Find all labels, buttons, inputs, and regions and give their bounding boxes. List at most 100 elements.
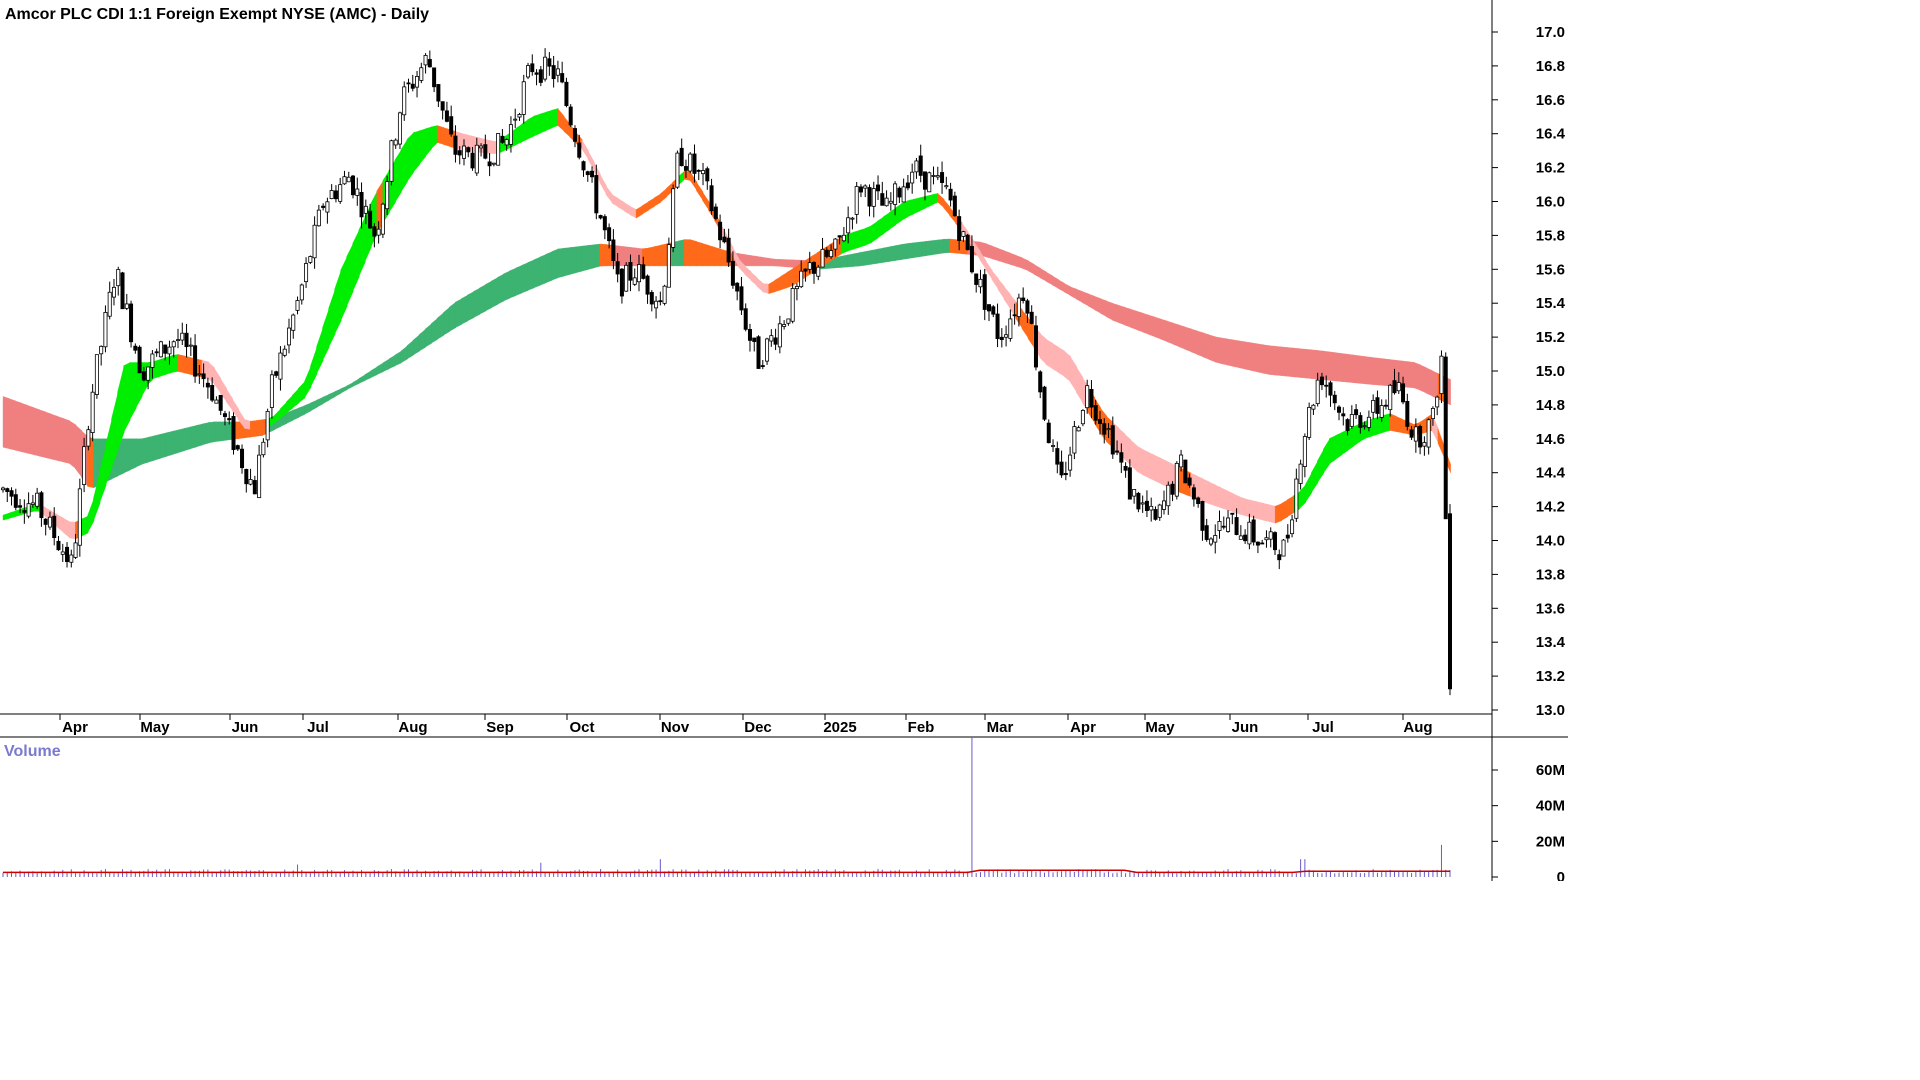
long-ribbon-segment xyxy=(135,438,143,468)
candle-body xyxy=(312,224,317,259)
chart-title: Amcor PLC CDI 1:1 Foreign Exempt NYSE (A… xyxy=(5,6,429,23)
candle-body xyxy=(880,193,885,206)
candle-body xyxy=(124,303,129,309)
candle-body xyxy=(1157,504,1162,518)
long-ribbon-segment xyxy=(1196,330,1204,358)
long-ribbon-segment xyxy=(503,270,511,302)
candle-body xyxy=(158,341,163,358)
candle-body xyxy=(534,72,539,75)
long-ribbon-segment xyxy=(479,284,487,315)
candle-body xyxy=(235,445,240,450)
long-ribbon-segment xyxy=(406,339,414,360)
short-ribbon-segment xyxy=(864,225,872,246)
candle-body xyxy=(722,236,727,243)
candle-body xyxy=(969,246,974,273)
short-ribbon-segment xyxy=(328,289,336,348)
short-ribbon-segment xyxy=(310,346,318,388)
candle-body xyxy=(1396,382,1401,392)
candle-body xyxy=(295,300,300,311)
short-ribbon-segment xyxy=(1274,503,1282,524)
long-ribbon-segment xyxy=(647,246,655,267)
candle-body xyxy=(385,181,390,210)
short-ribbon-segment xyxy=(1214,484,1222,509)
candle-body xyxy=(427,59,432,68)
candle-body xyxy=(406,82,411,85)
short-ribbon-segment xyxy=(280,401,288,419)
candle-body xyxy=(1140,502,1145,505)
y-tick-label: 15.6 xyxy=(1536,261,1565,278)
long-ribbon-segment xyxy=(20,402,28,454)
candle-body xyxy=(274,371,279,376)
long-ribbon-segment xyxy=(883,246,891,263)
long-ribbon-segment xyxy=(292,407,300,421)
short-ribbon-segment xyxy=(1045,338,1053,369)
x-tick-label: Jun xyxy=(1232,719,1259,736)
long-ribbon-segment xyxy=(328,391,336,401)
y-tick-label: 13.8 xyxy=(1536,566,1565,583)
short-ribbon-segment xyxy=(394,148,402,204)
candle-body xyxy=(876,184,881,192)
candle-body xyxy=(197,373,202,376)
short-ribbon-segment xyxy=(298,381,306,404)
long-ribbon-segment xyxy=(370,366,378,378)
short-ribbon-segment xyxy=(1148,452,1156,482)
long-ribbon-segment xyxy=(26,404,34,455)
long-ribbon-segment xyxy=(382,358,390,372)
candle-body xyxy=(760,365,765,367)
candle-body xyxy=(333,190,338,200)
candle-body xyxy=(1179,454,1184,468)
short-ribbon-segment xyxy=(1311,460,1319,494)
short-ribbon-segment xyxy=(346,243,354,307)
long-ribbon-segment xyxy=(219,421,227,442)
candle-body xyxy=(13,494,18,508)
long-ribbon-segment xyxy=(1154,316,1162,340)
x-tick-label: Feb xyxy=(908,719,935,736)
short-ribbon-segment xyxy=(1244,498,1252,518)
candle-body xyxy=(227,418,232,421)
long-ribbon-segment xyxy=(1329,351,1337,382)
candle-body xyxy=(974,273,979,285)
candle-body xyxy=(521,81,526,115)
candle-body xyxy=(257,454,262,499)
candle-body xyxy=(389,140,394,182)
candle-body xyxy=(453,135,458,155)
long-ribbon-segment xyxy=(533,256,541,289)
long-ribbon-segment xyxy=(1274,346,1282,376)
long-ribbon-segment xyxy=(159,432,167,459)
long-ribbon-segment xyxy=(1003,250,1011,265)
candle-body xyxy=(765,338,770,362)
candle-body xyxy=(901,186,906,203)
long-ribbon-segment xyxy=(1299,348,1307,379)
x-tick-label: Apr xyxy=(62,719,88,736)
short-ribbon-segment xyxy=(1202,478,1210,504)
candle-body xyxy=(201,373,206,380)
candle-body xyxy=(65,546,70,563)
candle-body xyxy=(884,197,889,207)
long-ribbon-segment xyxy=(714,246,722,267)
candle-body xyxy=(210,384,215,401)
long-ribbon-segment xyxy=(442,306,450,336)
short-ribbon-segment xyxy=(322,308,330,361)
candle-body xyxy=(419,67,424,81)
candle-body xyxy=(790,288,795,322)
candle-body xyxy=(308,256,313,263)
long-ribbon-segment xyxy=(1305,349,1313,379)
candle-body xyxy=(372,226,377,237)
candle-body xyxy=(935,175,940,178)
x-tick-label: Apr xyxy=(1070,719,1096,736)
candle-body xyxy=(918,155,923,176)
candle-body xyxy=(176,339,181,342)
long-ribbon-segment xyxy=(991,245,999,261)
candle-body xyxy=(645,275,650,295)
long-ribbon-segment xyxy=(690,239,698,267)
short-ribbon-segment xyxy=(93,471,101,521)
long-ribbon-segment xyxy=(1208,334,1216,363)
candle-body xyxy=(914,160,919,173)
candle-body xyxy=(491,162,496,165)
candle-body xyxy=(1422,442,1427,447)
candle-body xyxy=(188,344,193,347)
long-ribbon-segment xyxy=(774,258,782,267)
candle-body xyxy=(1349,414,1354,427)
long-ribbon-segment xyxy=(653,244,661,267)
y-tick-label: 14.8 xyxy=(1536,397,1565,414)
